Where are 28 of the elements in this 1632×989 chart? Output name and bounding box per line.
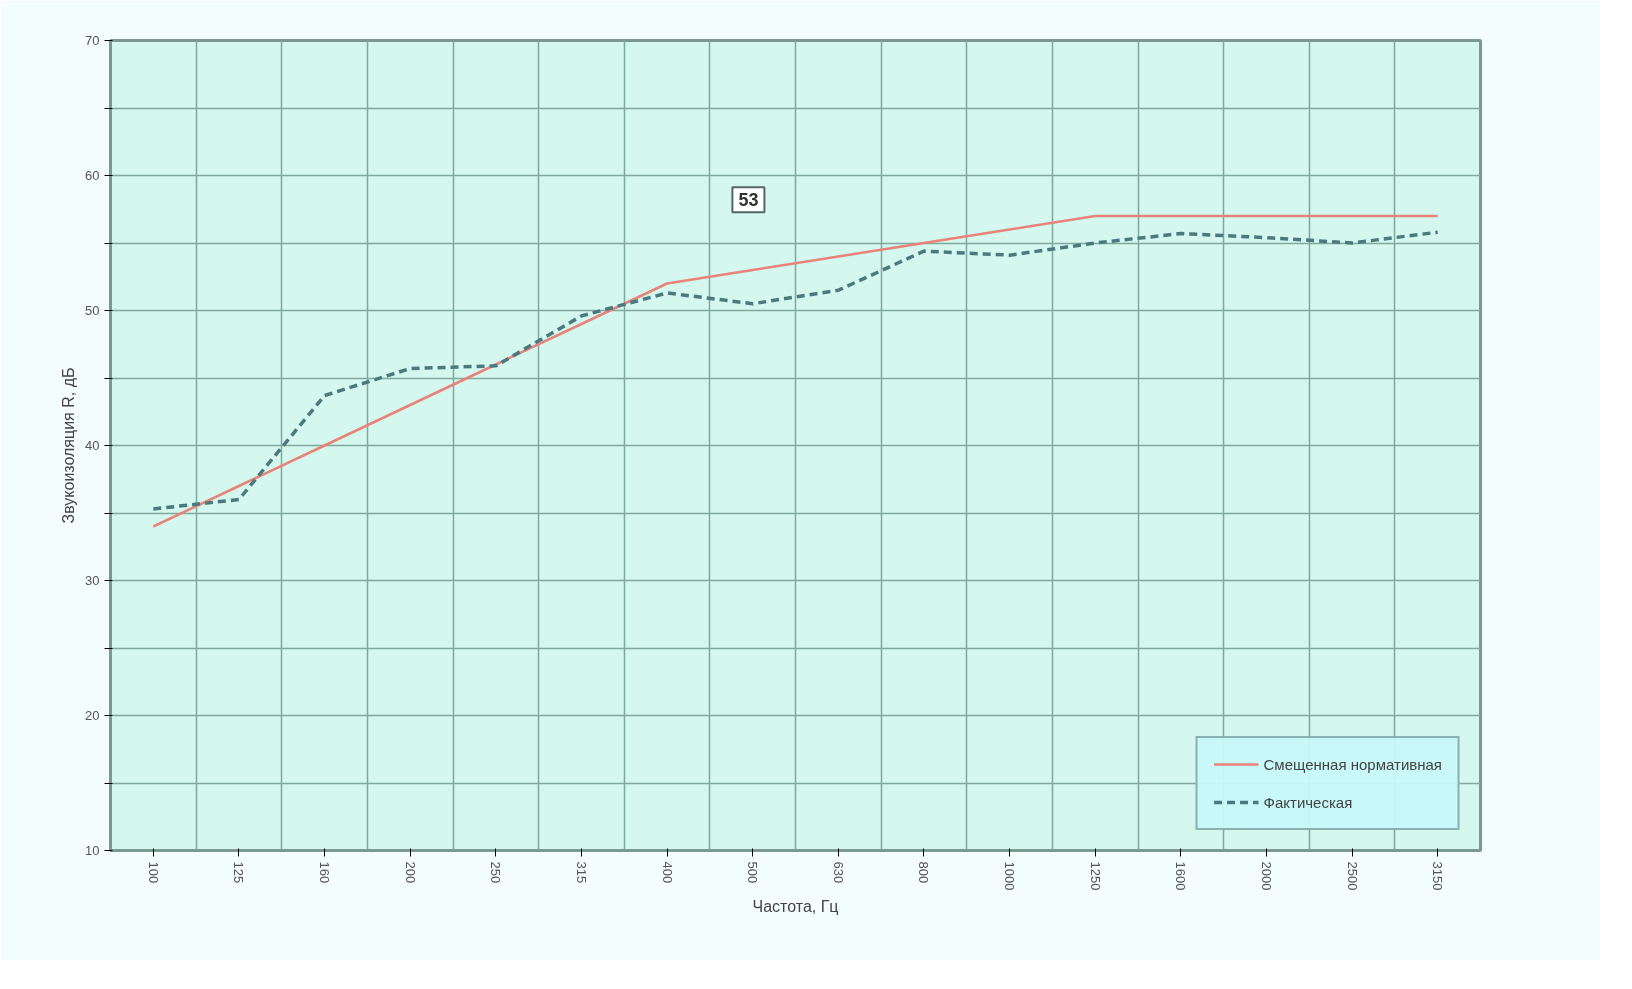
y-tick-label: 60	[85, 168, 100, 183]
x-tick-label: 2500	[1344, 861, 1360, 891]
y-tick-label: 20	[85, 708, 100, 723]
x-tick-label: 200	[402, 861, 418, 884]
x-tick-label: 2000	[1258, 861, 1274, 891]
legend-label: Фактическая	[1263, 793, 1353, 811]
y-axis-title: Звукоизоляция R, дБ	[60, 367, 78, 524]
x-tick-label: 400	[659, 861, 675, 884]
y-tick-label: 50	[85, 303, 100, 318]
x-tick-label: 250	[488, 861, 504, 884]
x-tick-label: 1000	[1002, 861, 1018, 891]
x-tick-label: 160	[317, 861, 333, 884]
x-tick-label: 1600	[1173, 861, 1189, 891]
x-axis-title: Частота, Гц	[752, 898, 839, 916]
x-tick-label: 125	[231, 861, 247, 884]
x-tick-label: 315	[573, 861, 589, 884]
x-tick-label: 100	[145, 861, 161, 884]
annotation: 53	[738, 190, 759, 211]
y-tick-label: 10	[85, 843, 100, 858]
legend-label: Смещенная нормативная	[1263, 755, 1442, 773]
x-tick-label: 1250	[1087, 861, 1103, 891]
x-tick-label: 500	[745, 861, 761, 884]
x-tick-label: 630	[830, 861, 846, 884]
x-tick-label: 800	[916, 861, 932, 884]
y-tick-label: 40	[85, 438, 100, 453]
x-tick-label: 3150	[1430, 861, 1446, 891]
y-tick-label: 70	[85, 33, 100, 48]
y-tick-label: 30	[85, 573, 100, 588]
